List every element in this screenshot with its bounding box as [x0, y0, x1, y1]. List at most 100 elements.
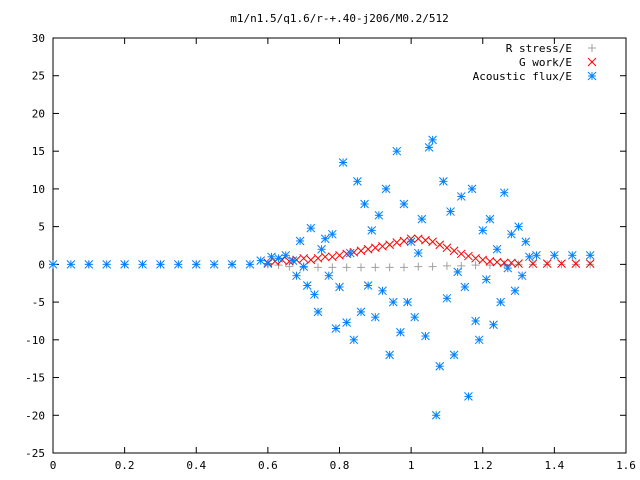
blue-star-point [48, 260, 58, 269]
x-tick-label: 0.8 [330, 459, 350, 472]
axes: 0 0.2 0.4 0.6 0.8 1 1.2 1.4 1.6 30 25 20 15 10 5 0 -5 -10… [25, 32, 636, 472]
red-cross-point [449, 246, 459, 256]
grey-plus-point [471, 261, 480, 270]
red-cross-point [385, 240, 394, 250]
red-cross-point [557, 259, 566, 268]
x-tick-label: 1.6 [616, 459, 636, 472]
red-cross-point [456, 249, 466, 259]
blue-star-point [102, 260, 112, 269]
blue-star-point [281, 250, 291, 260]
blue-star-point [299, 262, 309, 271]
blue-star-point [507, 229, 516, 239]
red-cross-point [292, 255, 301, 265]
blue-star-point [514, 222, 523, 231]
grey-plus-point [428, 262, 437, 271]
blue-star-point [499, 188, 509, 198]
red-cross-point [507, 258, 516, 268]
y-tick-label: 30 [32, 32, 45, 45]
blue-star-point [345, 248, 355, 258]
blue-star-point [442, 293, 452, 303]
blue-star-point [66, 260, 76, 269]
blue-star-point [467, 184, 477, 194]
blue-star-point [363, 281, 373, 290]
blue-star-point [313, 307, 323, 317]
y-tick-label: -20 [25, 409, 45, 422]
blue-star-point [342, 318, 352, 327]
legend-label: G work/E [519, 56, 572, 69]
y-tick-label: 25 [32, 70, 45, 83]
blue-star-point [256, 256, 266, 265]
plot-points [48, 135, 595, 420]
y-tick-label: -5 [32, 296, 45, 309]
blue-star-point [310, 290, 319, 299]
x-tick-label: 0.6 [258, 459, 278, 472]
blue-star-point [84, 260, 94, 269]
grey-plus-point [314, 263, 323, 272]
x-tick-label: 0 [50, 459, 57, 472]
blue-star-point [464, 392, 473, 401]
grey-plus-point [485, 261, 494, 270]
red-cross-point [335, 250, 344, 260]
red-cross-point [464, 251, 473, 261]
blue-star-point [338, 158, 348, 167]
x-tick-label: 1.4 [544, 459, 564, 472]
y-tick-label: 5 [38, 221, 45, 234]
y-tick-label: 10 [32, 183, 45, 196]
blue-star-point [585, 250, 595, 260]
blue-star-point [403, 297, 412, 307]
y-tick-label: 0 [38, 258, 45, 271]
blue-star-point [331, 324, 341, 333]
x-tick-label: 1.2 [473, 459, 493, 472]
grey-plus-point [399, 263, 408, 272]
grey-plus-point [528, 260, 537, 269]
blue-star-point [413, 248, 423, 258]
red-cross-point [363, 244, 373, 254]
blue-star-point [510, 286, 520, 296]
blue-star-point [349, 335, 359, 345]
grey-plus-point [514, 260, 523, 269]
blue-star-point [227, 260, 237, 269]
blue-star-point [173, 260, 183, 269]
grey-plus-point [543, 260, 552, 269]
blue-star-point [385, 350, 394, 360]
red-cross-point [478, 255, 488, 265]
red-cross-point [485, 256, 495, 266]
grey-plus-point [342, 263, 351, 272]
grey-plus-point [328, 263, 337, 272]
red-cross-point [378, 241, 387, 251]
legend-blue-star-point [587, 71, 597, 81]
red-cross-point [492, 257, 502, 267]
blue-star-point [460, 282, 470, 292]
blue-star-point [399, 199, 409, 209]
blue-star-point [245, 260, 255, 269]
blue-star-point [424, 143, 434, 152]
red-cross-point [413, 234, 423, 244]
red-cross-point [356, 246, 366, 256]
blue-star-point [567, 250, 577, 260]
grey-plus-point [371, 263, 380, 272]
blue-star-point [449, 350, 459, 360]
blue-star-point [485, 214, 495, 224]
blue-star-point [435, 361, 445, 371]
blue-star-point [191, 260, 201, 269]
blue-star-point [156, 260, 165, 269]
red-cross-point [285, 256, 294, 266]
blue-star-point [396, 327, 405, 337]
blue-star-point [138, 260, 147, 269]
blue-star-point [353, 177, 362, 186]
y-tick-label: -15 [25, 372, 45, 385]
blue-star-point [302, 281, 312, 290]
blue-star-point [478, 226, 488, 235]
plot-frame [52, 37, 627, 454]
y-tick-label: 15 [32, 145, 45, 158]
x-tick-label: 1 [408, 459, 415, 472]
blue-star-point [492, 244, 502, 254]
legend-red-cross-point [587, 57, 597, 67]
legend-grey-plus-point [588, 44, 596, 52]
red-cross-point [392, 238, 402, 247]
red-cross-point [528, 259, 538, 268]
blue-star-point [263, 259, 273, 268]
red-cross-point [585, 259, 595, 268]
blue-star-point [521, 237, 531, 247]
